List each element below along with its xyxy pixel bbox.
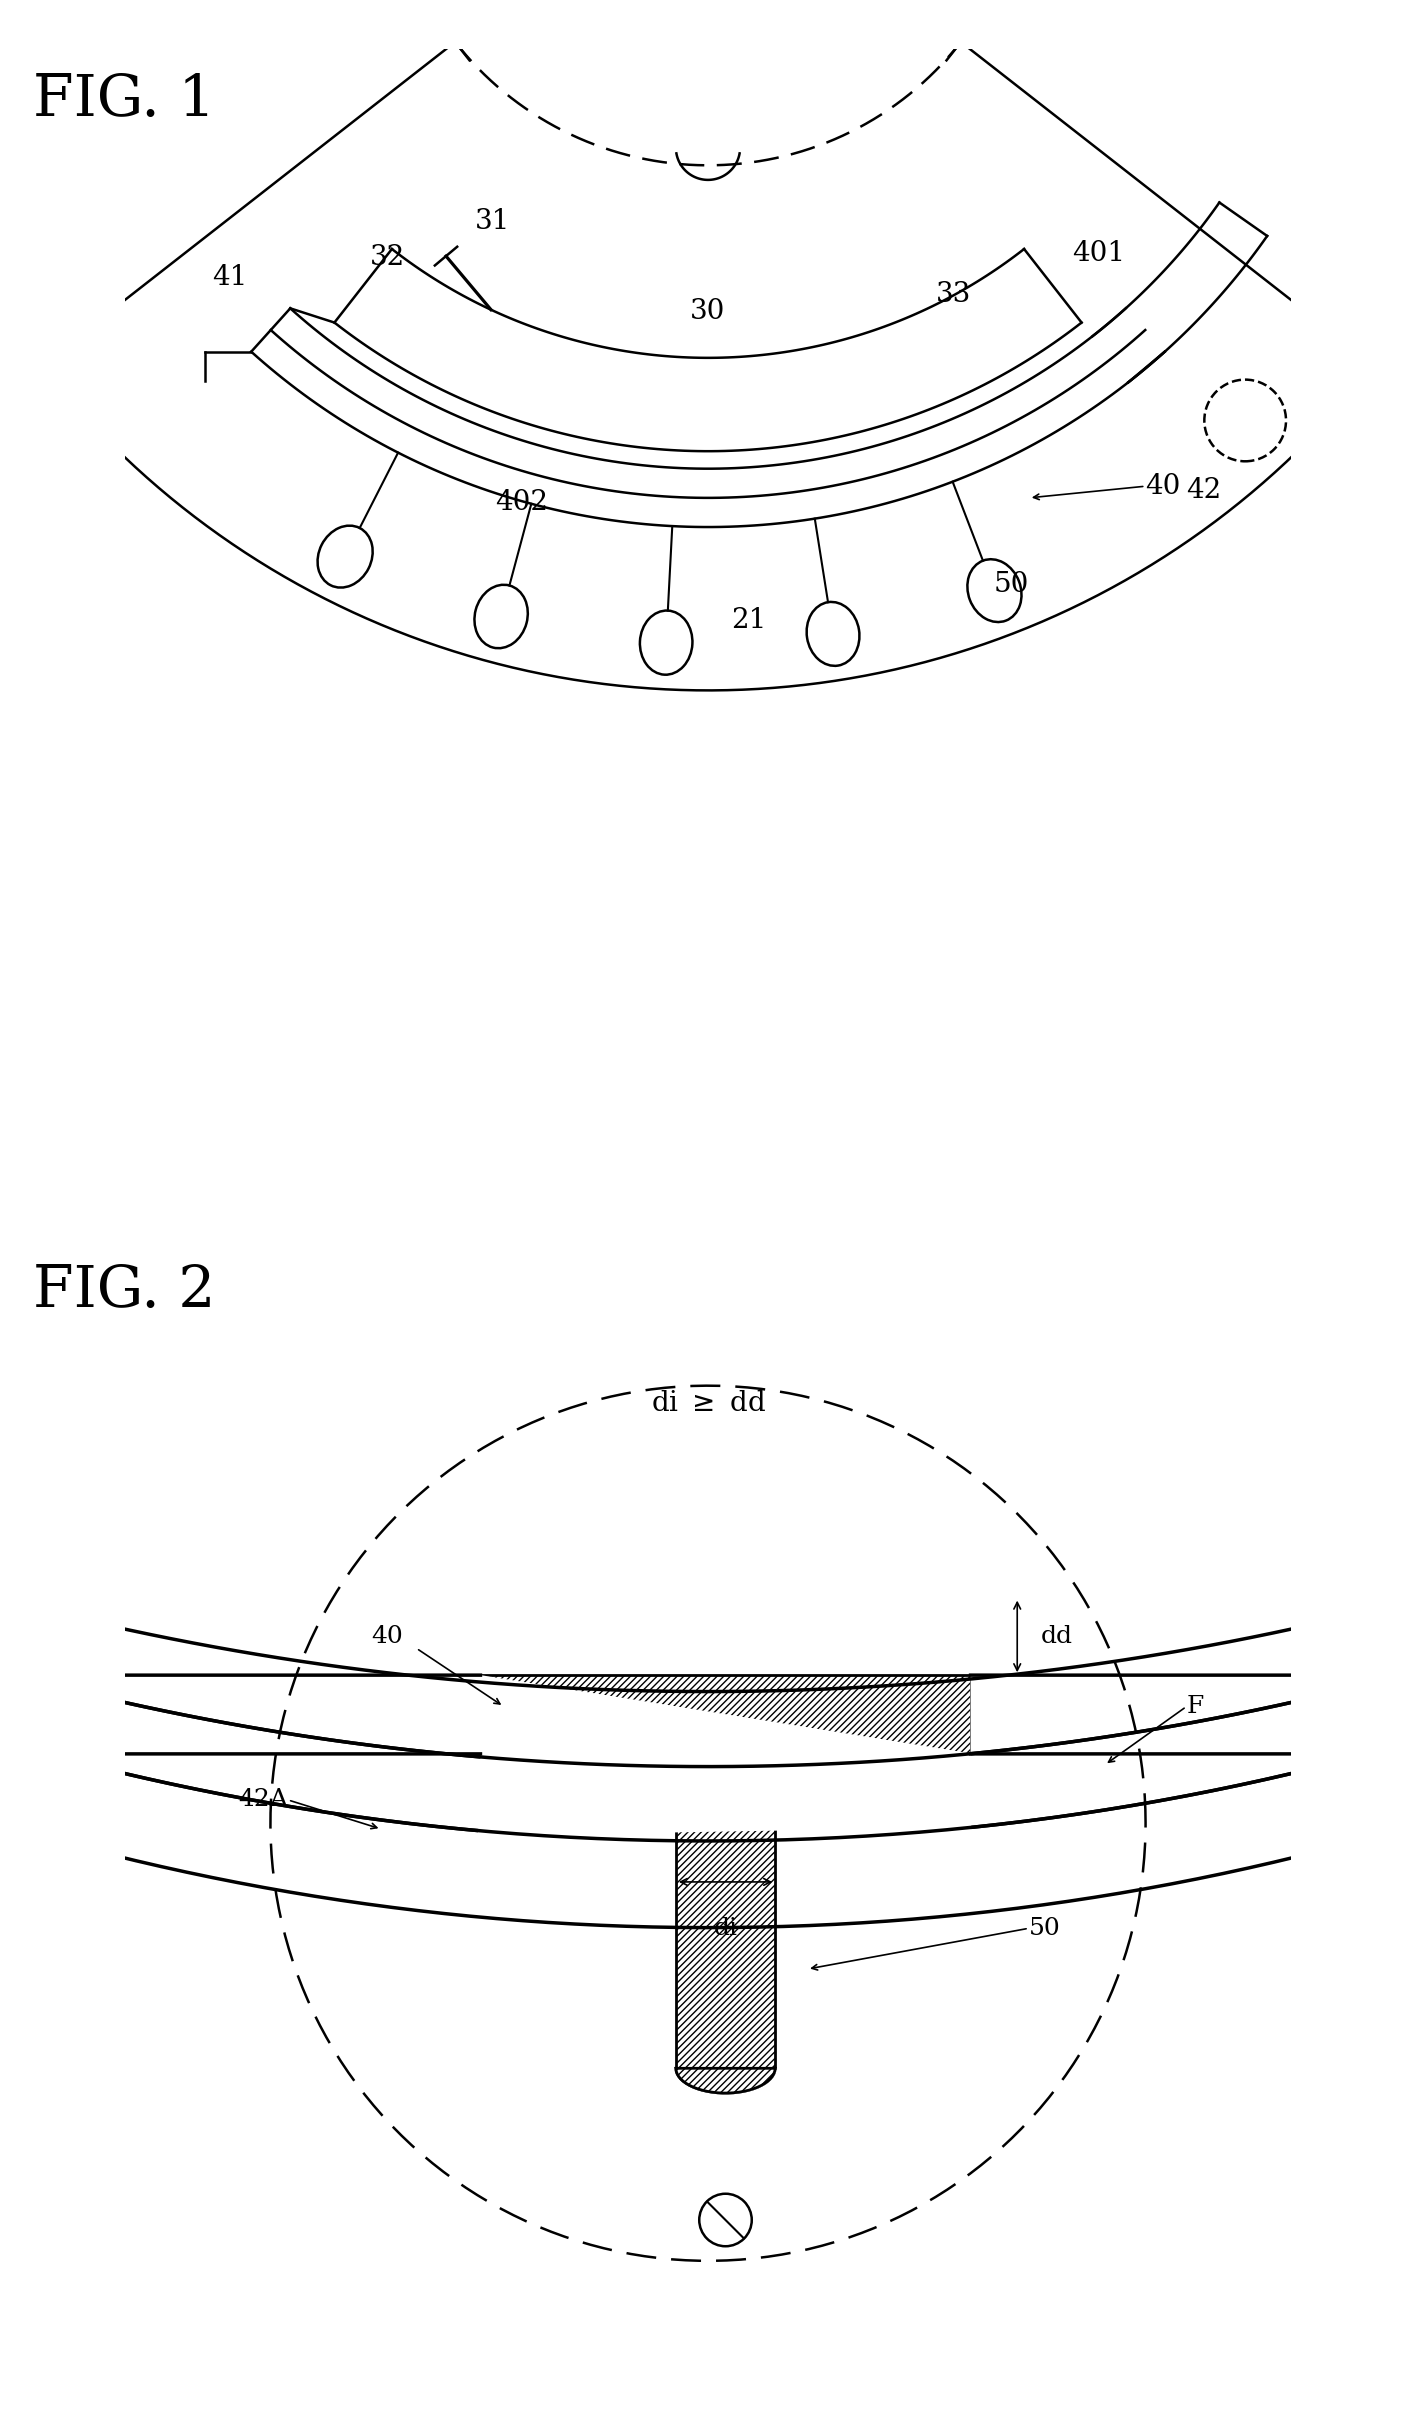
Text: 42A: 42A [238, 1789, 287, 1811]
Polygon shape [0, 1597, 1403, 1843]
Polygon shape [480, 1675, 970, 2069]
Text: 30: 30 [691, 297, 725, 326]
Text: 42: 42 [1187, 476, 1222, 503]
Text: 50: 50 [1029, 1916, 1061, 1940]
Text: 50: 50 [994, 571, 1029, 598]
Text: 31: 31 [474, 207, 510, 236]
Text: 402: 402 [494, 489, 548, 515]
Text: di $\geq$ dd: di $\geq$ dd [650, 1391, 766, 1417]
Text: di: di [714, 1918, 738, 1940]
Text: 401: 401 [1072, 241, 1126, 267]
Polygon shape [13, 1675, 480, 1831]
Text: F: F [1187, 1694, 1204, 1719]
Text: FIG. 2: FIG. 2 [34, 1264, 215, 1320]
Text: 33: 33 [936, 282, 971, 309]
Text: FIG. 1: FIG. 1 [34, 73, 215, 129]
Text: 40: 40 [1146, 472, 1181, 501]
Text: 40: 40 [371, 1624, 404, 1648]
Text: 21: 21 [731, 608, 766, 634]
Text: dd: dd [1041, 1624, 1072, 1648]
Text: 41: 41 [212, 265, 248, 292]
Text: 32: 32 [370, 243, 405, 270]
Polygon shape [675, 2069, 775, 2093]
